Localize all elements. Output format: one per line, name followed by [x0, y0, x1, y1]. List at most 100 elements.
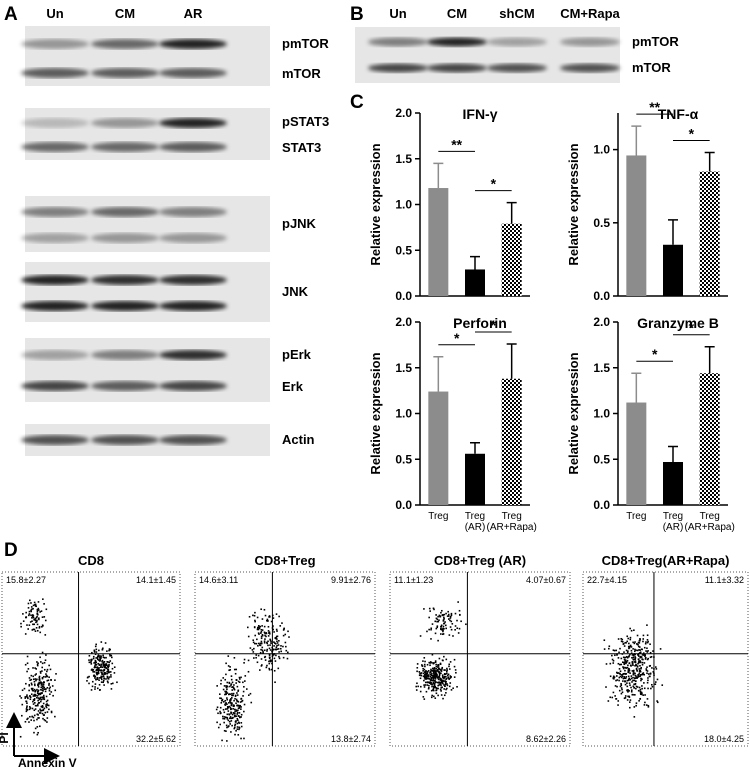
flow-dot — [262, 650, 264, 653]
flow-dot — [228, 720, 231, 723]
flow-dot — [635, 663, 637, 666]
flow-dot — [26, 705, 28, 707]
flow-dot — [626, 689, 628, 692]
flow-dot — [225, 692, 227, 694]
flow-dot — [635, 702, 638, 704]
flow-dot — [274, 648, 277, 651]
flow-dot — [638, 642, 641, 644]
flow-dot — [43, 661, 46, 664]
flow-dot — [644, 701, 646, 704]
blot-band — [159, 435, 227, 445]
flow-dot — [92, 670, 94, 673]
flow-dot — [25, 695, 28, 698]
flow-dot — [269, 644, 271, 646]
flow-dot — [100, 666, 102, 669]
flow-dot — [260, 637, 263, 640]
flow-dot — [440, 690, 442, 692]
flow-dot — [267, 630, 270, 632]
flow-dot — [255, 656, 257, 659]
flow-dot — [423, 684, 425, 686]
flow-dot — [253, 647, 255, 650]
flow-dot — [108, 671, 111, 673]
flow-dot — [440, 633, 442, 635]
flow-dot — [107, 681, 109, 684]
flow-dot — [634, 672, 636, 675]
flow-dot — [627, 689, 629, 691]
flow-dot — [34, 708, 37, 710]
flow-dot — [25, 708, 28, 710]
flow-dot — [234, 694, 237, 697]
flow-dot — [31, 629, 34, 631]
flow-dot — [50, 691, 53, 693]
flow-dot — [95, 648, 98, 651]
flow-dot — [39, 670, 42, 673]
flow-dot — [36, 619, 38, 622]
flow-dot — [632, 670, 635, 672]
flow-dot — [267, 620, 269, 622]
flow-dot — [439, 688, 442, 691]
flow-dot — [28, 624, 31, 626]
flow-dot — [223, 711, 226, 714]
flow-dot — [238, 707, 240, 709]
flow-dot — [620, 657, 623, 660]
flow-dot — [625, 676, 628, 678]
flow-dot — [225, 685, 227, 687]
flow-dot — [640, 693, 643, 696]
flow-dot — [438, 676, 440, 678]
flow-dot — [647, 673, 650, 675]
flow-dot — [429, 682, 431, 684]
flow-dot — [649, 675, 651, 678]
flow-dot — [236, 692, 238, 694]
flow-dot — [634, 674, 637, 677]
flow-dot — [649, 651, 652, 654]
flow-dot — [422, 670, 424, 672]
flow-dot — [48, 684, 50, 686]
flow-dot — [603, 639, 606, 642]
flow-dot — [34, 617, 37, 620]
flow-dot — [231, 692, 233, 695]
flow-dot — [38, 692, 40, 695]
flow-dot — [24, 696, 27, 698]
flow-dot — [224, 703, 226, 706]
flow-dot — [46, 668, 49, 671]
flow-dot — [431, 674, 434, 677]
flow-dot — [438, 657, 441, 660]
flow-dot — [638, 686, 641, 689]
flow-dot — [42, 702, 45, 705]
flow-dot — [45, 673, 47, 675]
flow-dot — [614, 695, 616, 697]
flow-dot — [36, 703, 39, 706]
flow-dot — [232, 694, 234, 697]
flow-dot — [422, 660, 424, 662]
flow-dot — [624, 683, 627, 686]
blot-band — [159, 142, 227, 152]
flow-dot — [616, 685, 618, 688]
flow-dot — [109, 660, 112, 662]
flow-dot — [445, 678, 447, 680]
flow-dot — [449, 617, 452, 619]
flow-dot — [252, 614, 254, 617]
flow-dot — [623, 676, 626, 678]
flow-dot — [637, 641, 640, 644]
flow-dot — [628, 655, 630, 657]
significance-label: * — [454, 330, 460, 346]
flow-dot — [424, 675, 427, 677]
flow-dot — [105, 663, 108, 665]
flow-dot — [94, 677, 96, 679]
flow-dot — [30, 693, 33, 696]
quadrant-label: 11.1±1.23 — [394, 575, 433, 585]
flow-dot — [34, 704, 37, 707]
flow-dot — [434, 660, 437, 662]
flow-dot — [618, 689, 621, 692]
flow-dot — [231, 689, 234, 691]
flow-dot — [36, 726, 39, 728]
flow-dot — [435, 627, 438, 630]
flow-dot — [41, 676, 44, 679]
flow-dot — [30, 609, 32, 612]
flow-dot — [646, 638, 649, 641]
panel-letter: C — [350, 92, 364, 113]
flow-dot — [39, 712, 42, 714]
x-tick-label: Treg (AR) — [663, 511, 684, 533]
flow-dot — [626, 679, 629, 682]
flow-dot — [36, 692, 39, 695]
